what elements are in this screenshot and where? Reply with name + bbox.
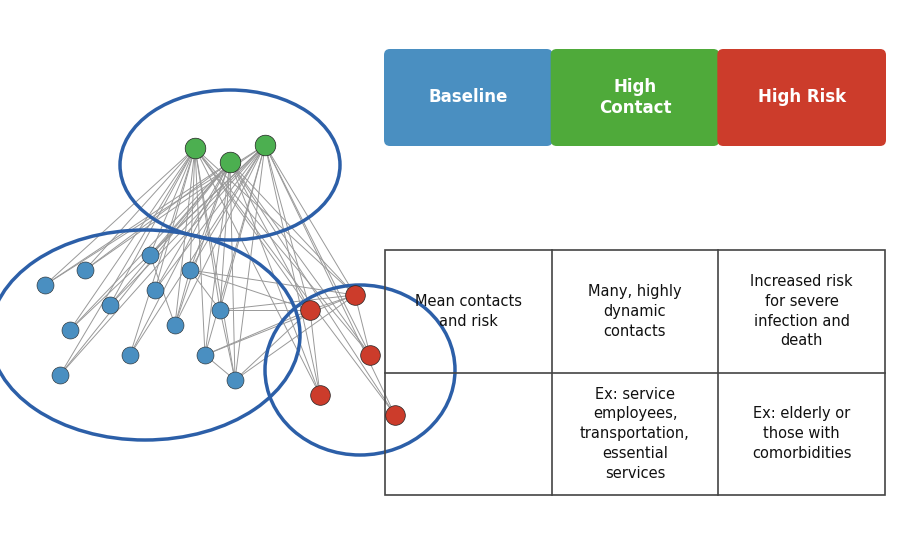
Point <box>388 411 402 419</box>
Point <box>53 371 67 379</box>
Point <box>78 266 92 274</box>
Point <box>102 301 117 309</box>
Point <box>63 326 77 334</box>
Point <box>213 306 227 314</box>
Text: High Risk: High Risk <box>757 88 845 107</box>
Point <box>38 281 53 289</box>
Text: Many, highly
dynamic
contacts: Many, highly dynamic contacts <box>588 284 682 339</box>
Bar <box>385 250 885 495</box>
Point <box>303 306 317 314</box>
Point <box>257 141 272 150</box>
Point <box>168 321 182 329</box>
Point <box>122 351 137 359</box>
Text: Ex: service
employees,
transportation,
essential
services: Ex: service employees, transportation, e… <box>580 386 689 481</box>
Point <box>198 351 212 359</box>
Text: High
Contact: High Contact <box>599 78 671 117</box>
Text: Increased risk
for severe
infection and
death: Increased risk for severe infection and … <box>750 274 853 348</box>
Point <box>348 291 362 299</box>
Point <box>188 144 202 152</box>
FancyBboxPatch shape <box>384 49 553 146</box>
FancyBboxPatch shape <box>551 49 719 146</box>
FancyBboxPatch shape <box>718 49 886 146</box>
Point <box>313 391 327 399</box>
Point <box>223 158 237 166</box>
Point <box>183 266 198 274</box>
Text: Ex: elderly or
those with
comorbidities: Ex: elderly or those with comorbidities <box>752 406 852 461</box>
Point <box>143 251 158 259</box>
Point <box>362 351 377 359</box>
Point <box>148 286 162 294</box>
Point <box>227 376 242 384</box>
Text: Baseline: Baseline <box>429 88 508 107</box>
Text: Mean contacts
and risk: Mean contacts and risk <box>415 294 522 329</box>
